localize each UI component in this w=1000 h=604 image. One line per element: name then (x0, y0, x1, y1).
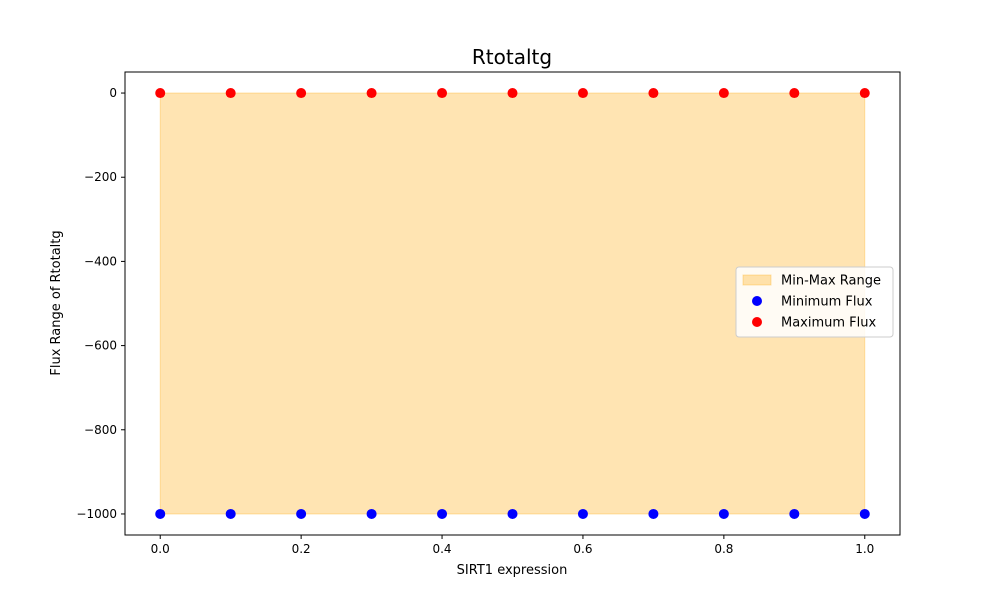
x-axis-label: SIRT1 expression (457, 563, 568, 578)
x-tick-label: 1.0 (855, 542, 874, 556)
minimum-flux-point (296, 508, 307, 519)
maximum-flux-point (507, 88, 518, 99)
legend-swatch-dot (752, 317, 762, 327)
minimum-flux-series (155, 508, 870, 519)
maximum-flux-series (155, 88, 870, 99)
legend-swatch-patch (742, 274, 772, 286)
y-tick-label: −800 (84, 423, 117, 437)
x-tick-label: 0.8 (714, 542, 733, 556)
plot-frame (124, 71, 901, 536)
x-tick-label: 0.4 (432, 542, 451, 556)
minimum-flux-point (437, 508, 448, 519)
chart-title: Rtotaltg (472, 45, 552, 69)
maximum-flux-point (859, 88, 870, 99)
legend-swatch-dot (752, 296, 762, 306)
maximum-flux-point (155, 88, 166, 99)
maximum-flux-point (366, 88, 377, 99)
legend-label: Minimum Flux (781, 295, 873, 310)
maximum-flux-point (789, 88, 800, 99)
minimum-flux-point (789, 508, 800, 519)
minimum-flux-point (577, 508, 588, 519)
minimum-flux-point (718, 508, 729, 519)
legend-label: Maximum Flux (781, 316, 877, 331)
x-tick-label: 0.6 (573, 542, 592, 556)
maximum-flux-point (648, 88, 659, 99)
minimum-flux-point (859, 508, 870, 519)
y-tick-label: −1000 (76, 507, 117, 521)
maximum-flux-point (437, 88, 448, 99)
y-tick-label: −400 (84, 254, 117, 268)
minimum-flux-point (366, 508, 377, 519)
legend-box (735, 266, 894, 338)
x-tick-label: 0.0 (151, 542, 170, 556)
maximum-flux-point (718, 88, 729, 99)
minimum-flux-point (648, 508, 659, 519)
maximum-flux-point (296, 88, 307, 99)
minimum-flux-point (225, 508, 236, 519)
y-tick-label: 0 (109, 86, 117, 100)
maximum-flux-point (577, 88, 588, 99)
maximum-flux-point (225, 88, 236, 99)
minimum-flux-point (507, 508, 518, 519)
y-axis: 0 −200 −400 −600 −800 −1000 (76, 86, 125, 521)
legend-label: Min-Max Range (781, 274, 881, 289)
legend: Min-Max Range Minimum Flux Maximum Flux (735, 266, 894, 338)
points-layer (155, 88, 870, 519)
y-tick-label: −200 (84, 170, 117, 184)
y-tick-label: −600 (84, 339, 117, 353)
x-tick-label: 0.2 (292, 542, 311, 556)
x-axis: 0.0 0.2 0.4 0.6 0.8 1.0 (151, 535, 874, 556)
y-axis-label: Flux Range of Rtotaltg (49, 230, 64, 375)
minimum-flux-point (155, 508, 166, 519)
